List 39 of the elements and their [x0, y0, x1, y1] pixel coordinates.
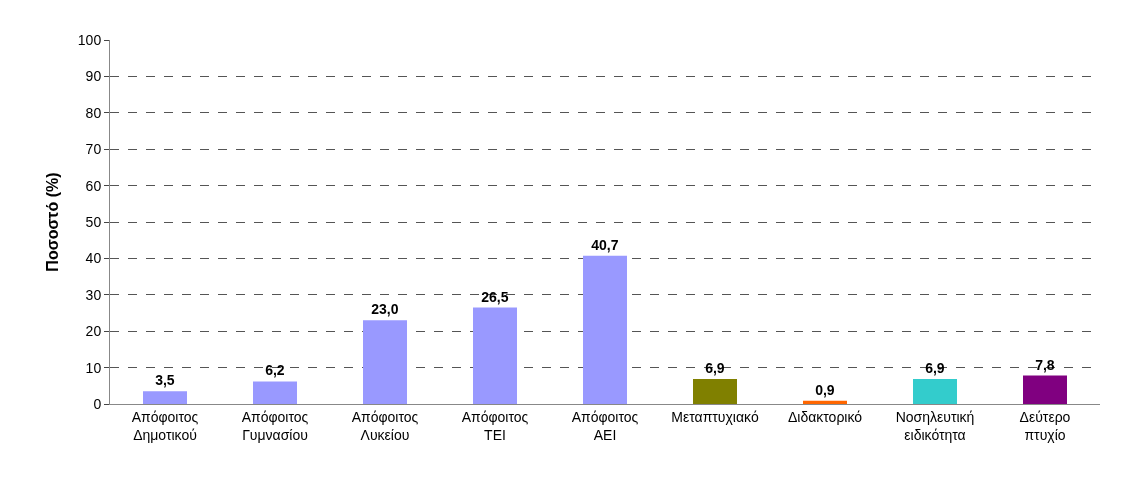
bar: [253, 381, 297, 404]
y-tick-label: 0: [93, 395, 102, 412]
bar: [583, 255, 627, 404]
x-tick-label: Απόφοιτος ΑΕΙ: [571, 408, 639, 443]
bar: [693, 378, 737, 404]
x-tick-label: Απόφοιτος Γυμνασίου: [241, 408, 309, 443]
x-tick-label: Δεύτερο πτυχίο: [1019, 408, 1071, 443]
data-label: 7,8: [1035, 356, 1055, 373]
y-tick-label: 70: [85, 141, 102, 158]
y-tick-label: 80: [85, 104, 102, 121]
data-label: 6,9: [705, 359, 725, 376]
y-axis-title: Ποσοστό (%): [43, 172, 61, 272]
data-label: 23,0: [371, 301, 399, 318]
data-label: 40,7: [591, 236, 619, 253]
x-tick-label: Απόφοιτος Δημοτικού: [131, 408, 199, 443]
data-label: 0,9: [815, 381, 835, 398]
y-tick-label: 50: [85, 213, 102, 230]
bar: [1023, 375, 1067, 404]
bar: [143, 391, 187, 404]
y-tick-label: 20: [85, 323, 102, 340]
data-label: 6,9: [925, 359, 945, 376]
y-tick-label: 40: [85, 250, 102, 267]
bar: [913, 378, 957, 404]
data-label: 6,2: [265, 362, 285, 379]
x-tick-label: Μεταπτυχιακό: [671, 408, 759, 425]
bar: [363, 320, 407, 404]
y-tick-label: 30: [85, 286, 102, 303]
x-tick-label: Νοσηλευτική ειδικότητα: [895, 408, 975, 443]
data-label: 26,5: [481, 288, 509, 305]
x-tick-label: Διδακτορικό: [787, 408, 863, 425]
bar: [803, 400, 847, 404]
data-label: 3,5: [155, 372, 175, 389]
bar: [473, 307, 517, 404]
y-tick-label: 90: [85, 68, 102, 85]
x-tick-label: Απόφοιτος ΤΕΙ: [461, 408, 529, 443]
y-tick-label: 100: [77, 31, 102, 48]
x-tick-label: Απόφοιτος Λυκείου: [351, 408, 419, 443]
y-tick-label: 10: [85, 359, 102, 376]
y-tick-label: 60: [85, 177, 102, 194]
